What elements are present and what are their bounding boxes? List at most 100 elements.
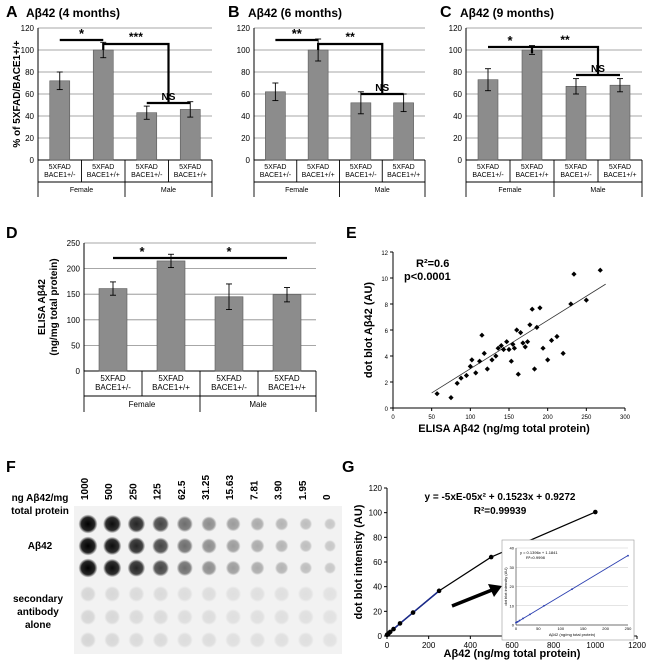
panel-c-category-label-line2: BACE1+/- — [472, 172, 504, 179]
panel-a-significance-label: *** — [129, 30, 143, 44]
panel-g-ytick-label: 80 — [373, 533, 382, 542]
panel-a-category-label-line1: 5XFAD — [179, 164, 201, 171]
panel-g-xtick-label: 0 — [385, 641, 390, 650]
panel-c-bar — [609, 84, 631, 161]
panel-g-inset-data-point — [627, 554, 629, 557]
panel-g-xtick-label: 1200 — [628, 641, 646, 650]
panel-a-category-label-line1: 5XFAD — [136, 164, 158, 171]
panel-d-group-label: Male — [249, 400, 267, 409]
panel-e-data-point — [467, 363, 473, 369]
panel-b-bar — [265, 91, 286, 161]
panel-f-row-label-secondary-1: secondary — [13, 594, 63, 605]
panel-g-inset-data-point — [571, 588, 573, 591]
panel-d-ytick-label: 50 — [71, 341, 80, 350]
panel-f-blot-dot — [128, 586, 145, 602]
scatter-chart-e: 0 2 4 6 8 10 12 0 50 100 150 200 250 300 R²=0.6p<0.000… — [363, 251, 631, 435]
panel-e-xtick-label: 100 — [465, 415, 476, 421]
panel-g-inset-xtick-label: 250 — [625, 626, 632, 631]
panel-f-blot-dot — [201, 560, 217, 576]
panel-g-arrow-head — [488, 584, 502, 597]
panel-f-blot-dot — [152, 537, 170, 555]
panel-c-ytick-label: 20 — [453, 134, 462, 143]
panel-f-concentration-label: 500 — [104, 483, 115, 500]
panel-f-blot-dot — [127, 537, 146, 555]
panel-d-significance-label: * — [139, 244, 145, 259]
panel-e-data-point — [529, 306, 535, 312]
panel-g-data-point — [387, 629, 393, 635]
panel-d-category-label-line2: BACE1+/- — [95, 383, 131, 392]
panel-a-significance-label: * — [79, 26, 85, 41]
panel-f-blot-dot — [274, 561, 289, 575]
panel-f-blot-dot — [299, 517, 313, 531]
panel-a-bar — [92, 49, 114, 161]
panel-g-inset-ytick-label: 20 — [510, 584, 515, 589]
panel-f-concentration-label: 1.95 — [298, 480, 309, 500]
panel-e-data-point — [537, 305, 543, 311]
panel-f-blot-dot — [273, 632, 290, 648]
panel-a-category-label-line2: BACE1+/+ — [174, 172, 207, 179]
panel-f-blot-dot — [176, 586, 193, 602]
panel-g-ytick-label: 0 — [378, 632, 383, 641]
panel-f-blot-dot — [176, 515, 193, 533]
panel-f-blot-dot — [322, 632, 338, 648]
panel-f-blot-dot — [103, 536, 122, 556]
panel-f-blot-dot — [78, 514, 98, 534]
panel-f-blot-dot — [78, 536, 98, 556]
panel-g-xtick-label: 400 — [464, 641, 478, 650]
panel-f-row-label-secondary-3: alone — [25, 620, 52, 631]
panel-e-data-point — [597, 267, 603, 273]
panel-e-ytick-label: 2 — [385, 381, 389, 387]
panel-f-concentration-label: 1000 — [80, 477, 91, 500]
panel-b-category-label-line2: BACE1+/- — [345, 172, 377, 179]
panel-f-concentration-label: 31.25 — [201, 475, 212, 500]
panel-b-ytick-label: 120 — [237, 24, 251, 33]
panel-f-row-header-line2: total protein — [11, 506, 69, 517]
panel-f-blot-dot — [152, 559, 170, 577]
panel-d-ytick-label: 150 — [67, 290, 81, 299]
panel-b-ytick-label: 60 — [241, 90, 250, 99]
panel-f-blot-dot — [249, 609, 266, 625]
panel-g-ytick-label: 20 — [373, 607, 382, 616]
panel-g-y-axis-label: dot blot intensity (AU) — [353, 504, 365, 619]
panel-letter-c: C — [440, 4, 452, 21]
panel-f-blot-dot — [299, 561, 313, 575]
panel-f-blot-dot — [103, 558, 122, 578]
panel-e-data-point — [489, 357, 495, 363]
panel-e-xtick-label: 0 — [391, 415, 395, 421]
panel-a-ytick-label: 0 — [30, 156, 35, 165]
panel-b-group-label: Female — [285, 187, 308, 194]
panel-e-data-point — [571, 271, 577, 277]
panel-e-y-axis-label: dot blot Aβ42 (AU) — [363, 282, 375, 378]
panel-b-group-label: Male — [375, 187, 390, 194]
panel-g-inset-frame — [501, 539, 635, 641]
panel-g-inset-xtick-label: 0 — [515, 626, 518, 631]
panel-f-blot-dot — [127, 515, 146, 533]
panel-g-inset-r-squared: R²=0.9998 — [526, 555, 546, 560]
panel-c-group-label: Female — [498, 187, 521, 194]
panel-e-trendline — [431, 283, 606, 394]
panel-e-data-point — [434, 391, 440, 397]
panel-g-data-point — [436, 588, 442, 594]
panel-f-blot-dot — [250, 560, 265, 576]
panel-d-significance-label: * — [226, 244, 232, 259]
panel-e-data-point — [534, 324, 540, 330]
panel-e-ytick-label: 6 — [385, 329, 389, 335]
panel-e-data-point — [545, 357, 551, 363]
panel-a-y-axis-label: % of 5XFAD/BACE1+/+ — [12, 40, 23, 147]
panel-e-data-point — [540, 345, 546, 351]
panel-b-title: Aβ42 (6 months) — [248, 6, 342, 20]
panel-a-category-label-line1: 5XFAD — [92, 164, 114, 171]
bar-chart-a: 0204060801001205XFADBACE1+/-5XFADBACE1+/… — [12, 24, 213, 197]
panel-f-row-label-abeta: Aβ42 — [28, 541, 53, 552]
panel-f-concentration-label: 7.81 — [249, 480, 260, 500]
panel-f-blot-dot — [104, 609, 121, 625]
panel-d-category-label-line2: BACE1+/+ — [152, 383, 190, 392]
panel-c-bar — [477, 79, 499, 161]
panel-d-category-label-line1: 5XFAD — [216, 374, 242, 383]
panel-f-blot-dot — [225, 516, 241, 532]
panel-f-blot-dot — [297, 632, 314, 648]
panel-c-category-label-line2: BACE1+/- — [560, 172, 592, 179]
panel-e-data-point — [473, 370, 479, 376]
panel-c-category-label-line2: BACE1+/+ — [603, 172, 636, 179]
